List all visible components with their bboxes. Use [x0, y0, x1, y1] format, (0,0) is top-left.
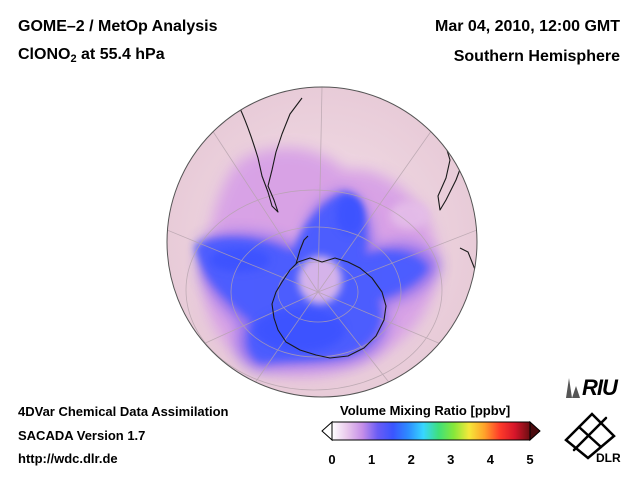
dlr-logo-text: DLR	[596, 451, 621, 465]
field-layer	[167, 87, 477, 391]
map-title: GOME–2 / MetOp Analysis	[18, 18, 218, 35]
species-label: ClONO2 at 55.4 hPa	[18, 46, 165, 65]
riu-logo-text: RIU	[582, 375, 618, 400]
australia-coastline	[459, 247, 477, 273]
globe-outline	[166, 86, 478, 398]
datetime-label: Mar 04, 2010, 12:00 GMT	[435, 18, 620, 35]
species-level: at 55.4 hPa	[76, 46, 165, 63]
colorbar-tick-label: 5	[526, 452, 534, 467]
colorbar-title: Volume Mixing Ratio [ppbv]	[340, 403, 511, 418]
species-main: ClONO	[18, 46, 71, 63]
footer-method: 4DVar Chemical Data Assimilation	[18, 404, 229, 419]
south-america-coastline	[235, 97, 303, 213]
colorbar-over-arrow	[529, 420, 541, 442]
colorbar-tick-label: 2	[407, 452, 415, 467]
colorbar-tick-label: 4	[486, 452, 495, 467]
footer-url: http://wdc.dlr.de	[18, 451, 118, 466]
colorbar-tick-label: 3	[447, 452, 455, 467]
hemisphere-label: Southern Hemisphere	[453, 48, 620, 65]
footer-version: SACADA Version 1.7	[18, 428, 146, 443]
species-subscript: 2	[70, 53, 77, 65]
colorbar-tick-label: 0	[328, 452, 336, 467]
antarctica-coastline	[271, 257, 387, 359]
colorbar-tick-label: 1	[367, 452, 376, 467]
